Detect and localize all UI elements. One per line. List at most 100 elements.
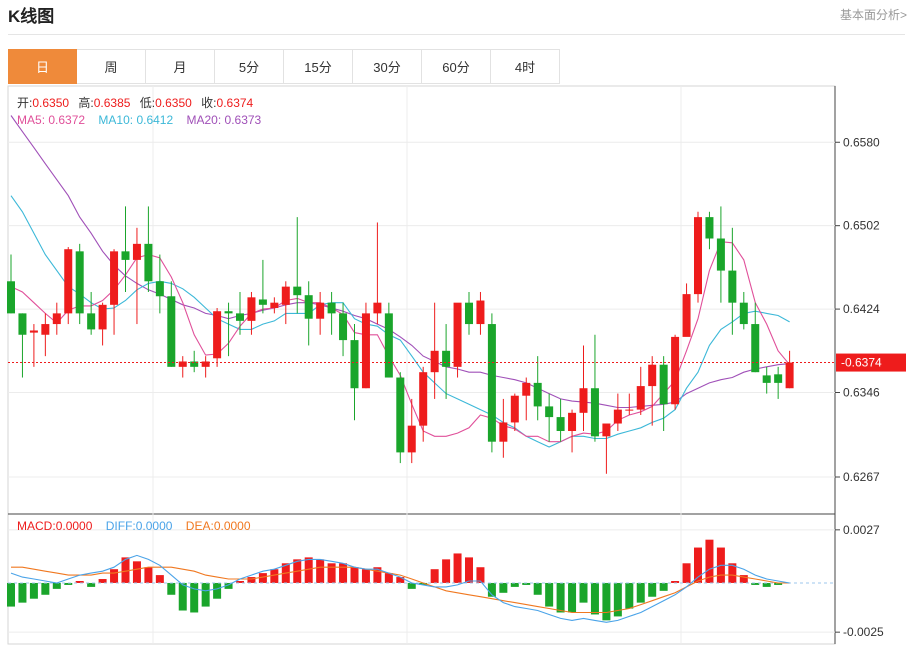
candle: [110, 249, 119, 335]
dea-name: DEA: [186, 519, 211, 533]
candle-body: [396, 377, 405, 453]
candle-body: [190, 361, 199, 367]
candle: [636, 366, 645, 415]
candle: [52, 302, 61, 335]
macd-bar: [419, 582, 428, 585]
candle-body: [373, 302, 382, 314]
candle-body: [281, 286, 290, 305]
candle: [568, 409, 577, 453]
macd-bar: [350, 567, 359, 583]
candle: [350, 324, 359, 421]
macd-bar: [682, 563, 691, 583]
macd-bar: [739, 575, 748, 583]
candle-body: [487, 324, 496, 442]
candle: [29, 324, 38, 367]
candle-body: [384, 313, 393, 378]
candle: [419, 366, 428, 442]
macd-bar: [144, 567, 153, 583]
candle-body: [167, 296, 176, 367]
price-tick-label: 0.6502: [843, 219, 880, 233]
candle: [201, 356, 210, 378]
macd-bar: [613, 582, 622, 617]
tab-month[interactable]: 月: [146, 49, 215, 84]
candle: [430, 302, 439, 399]
current-price-label: -0.6374: [841, 356, 882, 370]
dea-sep: :: [210, 519, 213, 533]
candle: [556, 398, 565, 442]
macd-name: MACD: [17, 519, 53, 533]
macd-bar: [522, 582, 531, 585]
price-tick-label: 0.6424: [843, 302, 880, 316]
candle: [373, 222, 382, 325]
tab-30min[interactable]: 30分: [353, 49, 422, 84]
macd-bar: [751, 582, 760, 585]
candle-body: [453, 302, 462, 367]
tab-5min[interactable]: 5分: [215, 49, 284, 84]
low-label: 低:: [140, 96, 155, 110]
ma20-line: [10, 115, 790, 409]
diff-value: 0.0000: [136, 519, 173, 533]
tab-4hour[interactable]: 4时: [491, 49, 560, 84]
candle-body: [87, 313, 96, 330]
candle-body: [224, 311, 233, 314]
macd-bar: [327, 563, 336, 583]
tab-day[interactable]: 日: [8, 49, 77, 84]
candle-body: [602, 423, 611, 437]
candle: [476, 291, 485, 335]
macd-tick-label: -0.0025: [843, 625, 884, 639]
macd-bar: [247, 577, 256, 583]
candle: [258, 259, 267, 314]
candle-body: [545, 406, 554, 418]
macd-bar: [659, 582, 668, 591]
candle: [671, 334, 680, 410]
candle-body: [339, 313, 348, 341]
tab-15min[interactable]: 15分: [284, 49, 353, 84]
candle-body: [155, 281, 164, 297]
candle: [236, 291, 244, 335]
candle: [132, 227, 141, 325]
candle: [293, 217, 302, 314]
dea-value: 0.0000: [214, 519, 251, 533]
macd-bar: [87, 582, 96, 587]
candle-body: [728, 270, 737, 303]
candle: [465, 291, 473, 335]
candle: [545, 393, 554, 442]
candle: [190, 350, 199, 373]
macd-bar: [18, 582, 27, 603]
macd-bar: [465, 557, 473, 583]
ohlc-legend: 开:0.6350 高:0.6385 低:0.6350 收:0.6374: [17, 95, 254, 110]
candle-body: [18, 313, 27, 335]
price-tick-label: 0.6267: [843, 470, 880, 484]
macd-bar: [648, 582, 657, 597]
macd-bar: [407, 582, 416, 589]
macd-bar: [499, 582, 508, 593]
macd-bar: [694, 547, 702, 583]
fundamental-analysis-link[interactable]: 基本面分析>: [839, 8, 907, 22]
macd-bar: [602, 582, 611, 621]
macd-lines: [8, 554, 835, 623]
period-tabs: 日 周 月 5分 15分 30分 60分 4时: [8, 49, 560, 84]
candle-body: [476, 300, 485, 325]
candle-body: [75, 251, 84, 314]
price-tick-label: 0.6346: [843, 386, 880, 400]
ma10-value: 0.6412: [136, 113, 173, 127]
tab-60min[interactable]: 60分: [422, 49, 491, 84]
candle: [602, 423, 611, 474]
tab-week[interactable]: 周: [77, 49, 146, 84]
ma5-name: MA5: [17, 113, 42, 127]
candle-body: [739, 302, 748, 325]
macd-bar: [384, 573, 393, 583]
candle-body: [694, 217, 702, 295]
price-axis: 0.6580 0.6502 0.6424 0.6346 0.6267 0.0027 -0.0…: [8, 135, 906, 639]
low-value: 0.6350: [155, 96, 192, 110]
macd-value: 0.0000: [56, 519, 93, 533]
candle: [224, 302, 233, 357]
candle-body: [121, 251, 130, 260]
candle: [522, 377, 531, 421]
candle-body: [178, 361, 187, 367]
candle-body: [613, 409, 622, 424]
candle-body: [293, 286, 302, 296]
macd-bar: [316, 559, 325, 583]
candle: [396, 372, 405, 464]
